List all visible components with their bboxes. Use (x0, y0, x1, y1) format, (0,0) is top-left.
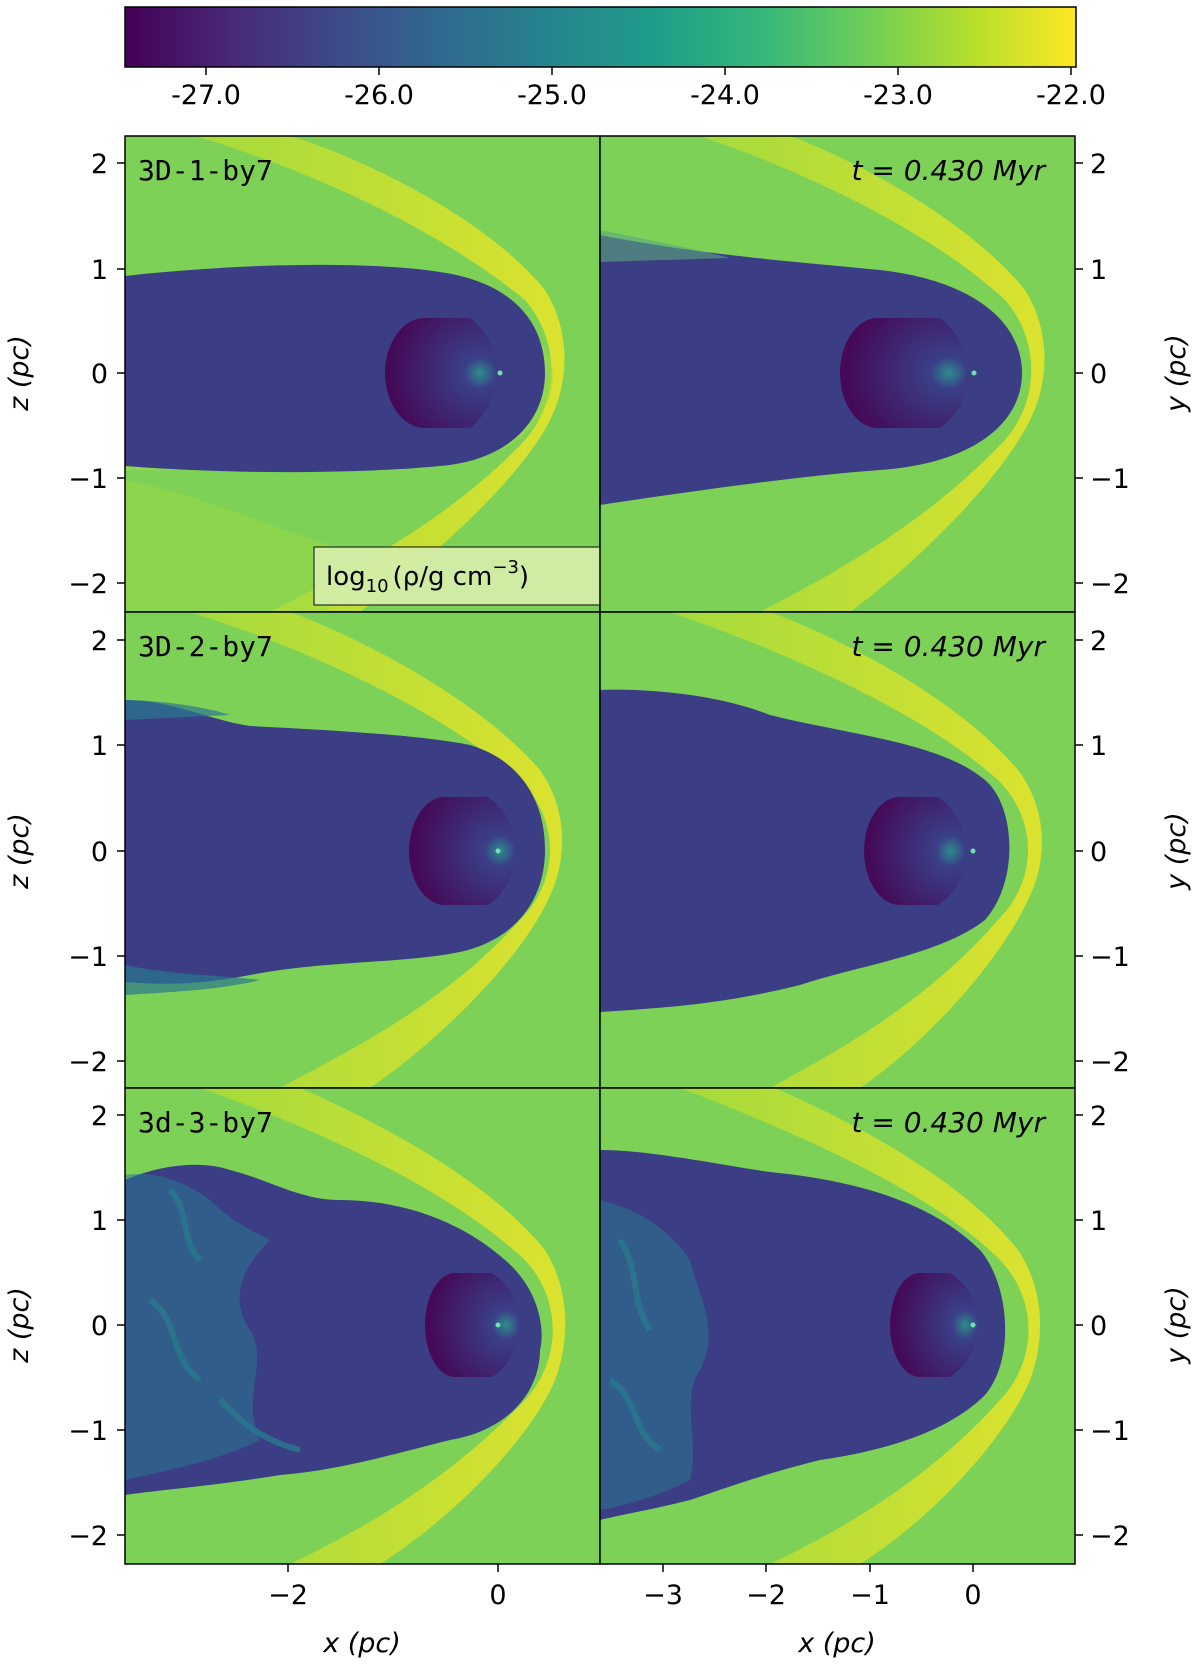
left-y-axis-label: z (pc) (4, 1287, 35, 1364)
y-tick-label: −1 (68, 464, 108, 495)
y-tick-label: −1 (68, 942, 108, 973)
left-y-tick-labels: 2 1 0 −1 −2 2 1 0 −1 −2 2 1 0 −1 −2 (68, 149, 108, 1552)
colorbar-gradient (124, 6, 1077, 68)
left-y-axis-label: z (pc) (4, 335, 35, 412)
y-tick-label: 1 (91, 731, 108, 762)
colorbar-tick-label: -23.0 (863, 80, 933, 111)
panel-row1-left (125, 136, 600, 612)
y-tick-label: −2 (68, 1047, 108, 1078)
run-label: 3D-2-by7 (138, 630, 273, 663)
y-tick-label: 2 (1090, 626, 1107, 657)
x-tick-label: −3 (643, 1580, 683, 1611)
y-tick-label: −1 (1090, 942, 1130, 973)
time-label: t = 0.430 Myr (851, 154, 1046, 187)
colorbar-tick-label: -24.0 (690, 80, 760, 111)
run-label: 3D-1-by7 (138, 154, 273, 187)
colorbar-ticks (205, 67, 1072, 75)
y-tick-label: 2 (1090, 1101, 1107, 1132)
left-y-axis-label: z (pc) (4, 813, 35, 890)
left-y-ticks (117, 162, 125, 1536)
y-tick-label: 0 (91, 837, 108, 868)
colorbar-tick-label: -26.0 (344, 80, 414, 111)
right-y-axis-label: y (pc) (1161, 334, 1192, 413)
y-tick-label: 0 (1090, 837, 1107, 868)
y-tick-label: 0 (91, 359, 108, 390)
y-tick-label: −1 (1090, 1416, 1130, 1447)
right-y-axis-label: y (pc) (1161, 812, 1192, 891)
legend-body: (ρ/g cm (393, 562, 493, 592)
x-tick-label: 0 (489, 1580, 506, 1611)
y-tick-label: −1 (68, 1416, 108, 1447)
x-tick-label: −1 (850, 1580, 890, 1611)
time-label: t = 0.430 Myr (851, 1106, 1046, 1139)
panel-row3-right (600, 1088, 1075, 1564)
right-y-axis-label: y (pc) (1161, 1286, 1192, 1365)
colorbar-legend-box: log10 (ρ/g cm−3) (313, 546, 601, 606)
panel-row3-left (125, 1088, 600, 1564)
x-tick-label: 0 (964, 1580, 981, 1611)
colorbar-tick-label: -25.0 (517, 80, 587, 111)
panel-row2-left (125, 612, 600, 1088)
right-y-ticks (1075, 162, 1083, 1536)
y-tick-label: 0 (1090, 1311, 1107, 1342)
time-label: t = 0.430 Myr (851, 630, 1046, 663)
legend-close: ) (519, 562, 529, 592)
run-label: 3d-3-by7 (138, 1106, 273, 1139)
x-ticks (287, 1564, 974, 1572)
right-y-tick-labels: 2 1 0 −1 −2 2 1 0 −1 −2 2 1 0 −1 −2 (1090, 149, 1130, 1552)
svg-text:log10(ρ/g cm−3): log10 (ρ/g cm−3) (326, 557, 529, 597)
x-tick-label: −2 (746, 1580, 786, 1611)
y-tick-label: −2 (68, 569, 108, 600)
y-tick-label: 1 (91, 1206, 108, 1237)
colorbar-tick-label: -22.0 (1036, 80, 1106, 111)
x-axis-label: x (pc) (797, 1628, 876, 1659)
y-tick-label: −1 (1090, 464, 1130, 495)
panel-row2-right (600, 612, 1075, 1088)
y-tick-label: 2 (91, 1101, 108, 1132)
y-tick-label: −2 (68, 1521, 108, 1552)
legend-log: log (326, 562, 366, 592)
colorbar: -27.0 -26.0 -25.0 -24.0 -23.0 -22.0 (124, 6, 1106, 111)
y-tick-label: 0 (1090, 359, 1107, 390)
y-tick-label: 2 (91, 149, 108, 180)
panel-row1-right (600, 136, 1075, 612)
y-tick-label: 0 (91, 1311, 108, 1342)
x-tick-label: −2 (268, 1580, 308, 1611)
y-tick-label: −2 (1090, 1521, 1130, 1552)
x-axis-label: x (pc) (322, 1628, 401, 1659)
legend-sub: 10 (366, 576, 389, 597)
y-tick-label: 1 (1090, 255, 1107, 286)
y-tick-label: −2 (1090, 569, 1130, 600)
legend-exp: −3 (492, 557, 519, 578)
y-tick-label: 2 (1090, 149, 1107, 180)
panel-frame (599, 1087, 1076, 1565)
y-tick-label: −2 (1090, 1047, 1130, 1078)
colorbar-tick-label: -27.0 (171, 80, 241, 111)
y-tick-label: 1 (1090, 731, 1107, 762)
y-tick-label: 2 (91, 626, 108, 657)
y-tick-label: 1 (1090, 1206, 1107, 1237)
y-tick-label: 1 (91, 255, 108, 286)
